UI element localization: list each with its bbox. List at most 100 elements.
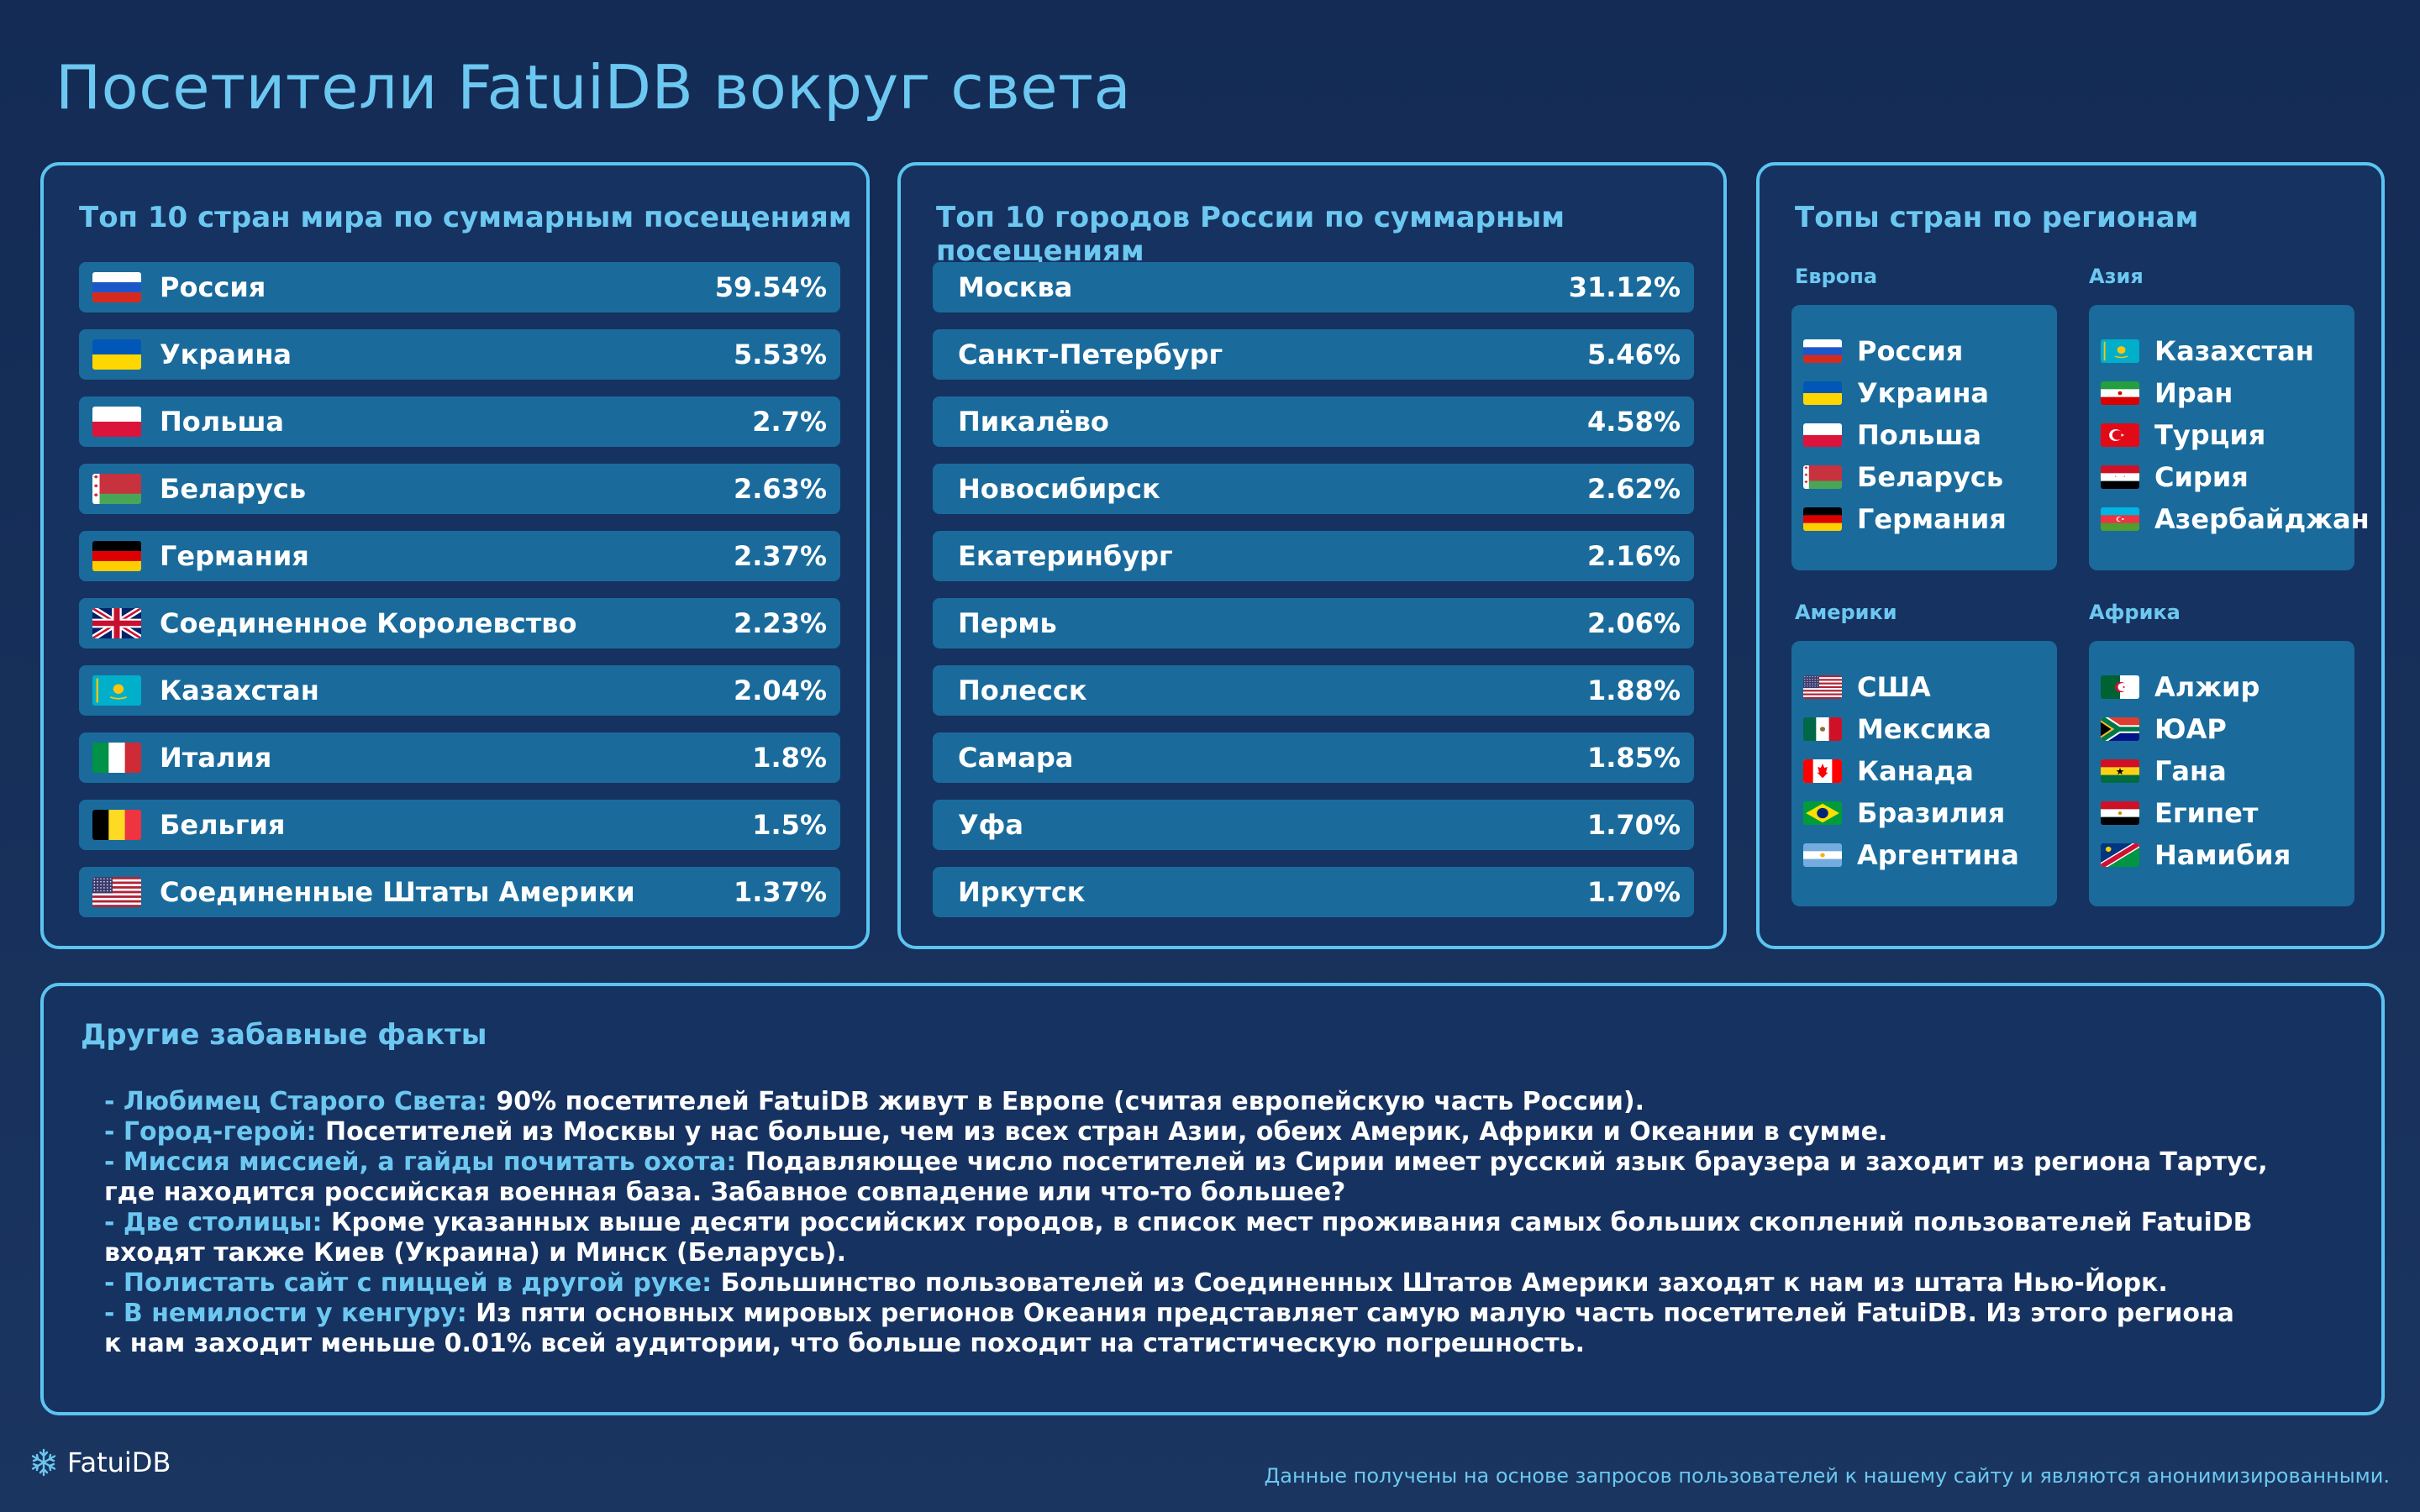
city-percent: 1.70% <box>1586 876 1681 908</box>
region-country-name: Россия <box>1857 335 1964 367</box>
country-name: Германия <box>160 540 309 572</box>
region-country: Германия <box>1803 498 2057 540</box>
region-country: США <box>1803 666 2057 708</box>
country-row: Россия 59.54% <box>79 262 840 312</box>
fact-line: к нам заходит меньше 0.01% всей аудитори… <box>104 1329 2289 1359</box>
city-percent: 4.58% <box>1586 406 1681 438</box>
country-row: Беларусь 2.63% <box>79 464 840 514</box>
region-country-name: Турция <box>2154 419 2266 451</box>
city-name: Москва <box>958 271 1073 303</box>
south-africa-flag <box>2101 717 2139 741</box>
region-country-name: Мексика <box>1857 713 1991 745</box>
country-percent: 2.04% <box>733 675 827 706</box>
city-name: Иркутск <box>958 876 1086 908</box>
fact-text: Большинство пользователей из Соединенных… <box>712 1268 2168 1298</box>
region-country: Египет <box>2101 792 2354 834</box>
fact-text: 90% посетителей FatuiDB живут в Европе (… <box>487 1087 1644 1116</box>
region-box-asia: Казахстан Иран Турция Сирия Азербайджан <box>2089 305 2370 570</box>
country-row: Казахстан 2.04% <box>79 665 840 716</box>
country-list: Россия 59.54% Украина 5.53% Польша 2.7% Белару… <box>79 262 840 934</box>
country-row: Польша 2.7% <box>79 396 840 447</box>
city-row: Уфа 1.70% <box>933 800 1694 850</box>
city-percent: 2.62% <box>1586 473 1681 505</box>
region-country-name: Украина <box>1857 377 1990 409</box>
city-name: Пермь <box>958 607 1057 639</box>
region-country-name: Германия <box>1857 503 2007 535</box>
region-country: Мексика <box>1803 708 2057 750</box>
germany-flag <box>92 541 141 571</box>
region-country-name: ЮАР <box>2154 713 2227 745</box>
region-country: Канада <box>1803 750 2057 792</box>
country-name: Польша <box>160 406 285 438</box>
region-country: Польша <box>1803 414 2057 456</box>
region-country: Аргентина <box>1803 834 2057 876</box>
region-country-name: Намибия <box>2154 839 2291 871</box>
turkey-flag <box>2101 423 2139 447</box>
syria-flag <box>2101 465 2139 489</box>
canada-flag <box>1803 759 1842 783</box>
russia-flag <box>92 272 141 302</box>
country-percent: 2.63% <box>733 473 827 505</box>
country-name: Соединенные Штаты Америки <box>160 876 635 908</box>
city-name: Уфа <box>958 809 1024 841</box>
card-title: Топ 10 стран мира по суммарным посещения… <box>79 201 852 234</box>
fact-line: - Полистать сайт с пиццей в другой руке:… <box>104 1268 2289 1299</box>
country-name: Россия <box>160 271 266 303</box>
city-list: Москва 31.12% Санкт-Петербург 5.46% Пикалёво… <box>933 262 1694 934</box>
region-country: Украина <box>1803 372 2057 414</box>
region-country-name: Канада <box>1857 755 1974 787</box>
country-percent: 59.54% <box>714 271 827 303</box>
region-country-name: Казахстан <box>2154 335 2314 367</box>
country-row: Германия 2.37% <box>79 531 840 581</box>
facts-list: - Любимец Старого Света: 90% посетителей… <box>104 1087 2289 1359</box>
region-country: Алжир <box>2101 666 2354 708</box>
city-row: Пикалёво 4.58% <box>933 396 1694 447</box>
region-country-name: Гана <box>2154 755 2227 787</box>
city-row: Екатеринбург 2.16% <box>933 531 1694 581</box>
snowflake-icon <box>31 1448 56 1477</box>
russia-flag <box>1803 339 1842 363</box>
region-country: Гана <box>2101 750 2354 792</box>
fact-lead: - Город-герой: <box>104 1117 317 1147</box>
region-country: Россия <box>1803 330 2057 372</box>
country-name: Италия <box>160 742 272 774</box>
country-name: Бельгия <box>160 809 286 841</box>
logo-text: FatuiDB <box>67 1446 171 1478</box>
footnote: Данные получены на основе запросов польз… <box>1264 1464 2391 1488</box>
country-name: Украина <box>160 339 292 370</box>
region-country: Намибия <box>2101 834 2354 876</box>
fact-line: - Две столицы: Кроме указанных выше деся… <box>104 1208 2289 1238</box>
fact-text: Кроме указанных выше десяти российских г… <box>322 1208 2253 1237</box>
country-row: Италия 1.8% <box>79 732 840 783</box>
fact-line: - Любимец Старого Света: 90% посетителей… <box>104 1087 2289 1117</box>
city-row: Санкт-Петербург 5.46% <box>933 329 1694 380</box>
algeria-flag <box>2101 675 2139 699</box>
fact-lead: - Две столицы: <box>104 1208 323 1237</box>
city-percent: 5.46% <box>1586 339 1681 370</box>
region-country-name: Аргентина <box>1857 839 2019 871</box>
country-percent: 1.37% <box>733 876 827 908</box>
city-name: Пикалёво <box>958 406 1109 438</box>
country-name: Беларусь <box>160 473 307 505</box>
germany-flag <box>1803 507 1842 531</box>
logo[interactable]: FatuiDB <box>29 1446 171 1478</box>
fact-lead: - В немилости у кенгуру: <box>104 1299 467 1328</box>
city-row: Москва 31.12% <box>933 262 1694 312</box>
city-row: Полесск 1.88% <box>933 665 1694 716</box>
argentina-flag <box>1803 843 1842 867</box>
region-country: Казахстан <box>2101 330 2354 372</box>
kazakhstan-flag <box>2101 339 2139 363</box>
kazakhstan-flag <box>92 675 141 706</box>
country-row: Соединенное Королевство 2.23% <box>79 598 840 648</box>
fact-lead: - Любимец Старого Света: <box>104 1087 487 1116</box>
country-percent: 5.53% <box>733 339 827 370</box>
fun-facts-card: Другие забавные факты - Любимец Старого … <box>40 983 2385 1415</box>
region-label-asia: Азия <box>2089 265 2144 288</box>
city-percent: 2.06% <box>1586 607 1681 639</box>
ukraine-flag <box>1803 381 1842 405</box>
region-country: ЮАР <box>2101 708 2354 750</box>
region-country-name: Египет <box>2154 797 2259 829</box>
fact-text: где находится российская военная база. З… <box>104 1178 1346 1207</box>
region-box-americas: США Мексика Канада Бразилия Аргентина <box>1791 641 2057 906</box>
country-percent: 1.8% <box>752 742 827 774</box>
